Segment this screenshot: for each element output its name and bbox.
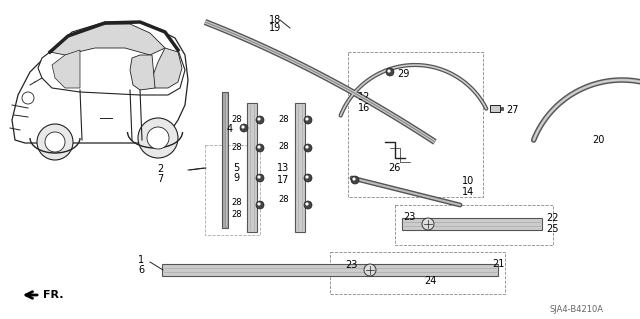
Text: 28: 28 (278, 115, 289, 124)
Polygon shape (247, 103, 257, 232)
Text: 22: 22 (546, 213, 559, 223)
Text: 18: 18 (269, 15, 281, 25)
Circle shape (305, 117, 308, 121)
Circle shape (304, 116, 312, 124)
Polygon shape (152, 48, 182, 88)
Polygon shape (50, 24, 165, 55)
Text: 28: 28 (231, 210, 242, 219)
Bar (348, 52, 483, 197)
Text: 25: 25 (546, 224, 559, 234)
Circle shape (351, 176, 359, 184)
Text: 23: 23 (404, 212, 416, 222)
Circle shape (256, 116, 264, 124)
Text: 5: 5 (233, 163, 239, 173)
Text: 9: 9 (233, 173, 239, 183)
Circle shape (257, 145, 260, 149)
Text: 2: 2 (157, 164, 163, 174)
Circle shape (305, 202, 308, 206)
Text: 28: 28 (278, 195, 289, 204)
Circle shape (256, 201, 264, 209)
Text: 6: 6 (138, 265, 144, 275)
Text: 24: 24 (424, 276, 436, 286)
Circle shape (387, 70, 390, 73)
Circle shape (304, 174, 312, 182)
Polygon shape (12, 25, 188, 143)
Bar (330, 252, 505, 294)
Polygon shape (52, 50, 80, 88)
Bar (395, 205, 553, 245)
Circle shape (257, 117, 260, 121)
Text: 13: 13 (277, 163, 289, 173)
Text: 28: 28 (231, 143, 242, 152)
Circle shape (241, 125, 244, 129)
Circle shape (240, 124, 248, 132)
Text: 16: 16 (358, 103, 371, 113)
Text: 23: 23 (346, 260, 358, 270)
Circle shape (364, 264, 376, 276)
Circle shape (138, 118, 178, 158)
Circle shape (257, 175, 260, 179)
Text: 4: 4 (227, 124, 233, 134)
Text: 14: 14 (462, 187, 474, 197)
Text: 10: 10 (462, 176, 474, 186)
Circle shape (422, 218, 434, 230)
Polygon shape (402, 218, 542, 230)
Circle shape (256, 174, 264, 182)
Circle shape (257, 202, 260, 206)
Text: 17: 17 (277, 175, 289, 185)
Text: 20: 20 (592, 135, 604, 145)
Polygon shape (490, 105, 500, 112)
Polygon shape (295, 103, 305, 232)
Circle shape (22, 92, 34, 104)
Text: 28: 28 (278, 142, 289, 151)
Circle shape (37, 124, 73, 160)
Text: 12: 12 (358, 92, 371, 102)
Circle shape (305, 145, 308, 149)
Text: 27: 27 (506, 105, 518, 115)
Text: 19: 19 (269, 23, 281, 33)
Text: 21: 21 (492, 259, 504, 269)
Circle shape (45, 132, 65, 152)
Bar (205, 145, 260, 235)
Polygon shape (222, 92, 228, 228)
Polygon shape (130, 55, 155, 90)
Circle shape (386, 68, 394, 76)
Text: 26: 26 (388, 163, 401, 173)
Circle shape (256, 144, 264, 152)
Text: 1: 1 (138, 255, 144, 265)
Circle shape (304, 144, 312, 152)
Circle shape (353, 177, 356, 181)
Circle shape (305, 175, 308, 179)
Text: 28: 28 (231, 115, 242, 124)
Text: SJA4-B4210A: SJA4-B4210A (550, 305, 604, 314)
Circle shape (147, 127, 169, 149)
Text: 29: 29 (397, 69, 410, 79)
Polygon shape (500, 107, 503, 110)
Polygon shape (38, 22, 185, 95)
Circle shape (304, 201, 312, 209)
Text: 7: 7 (157, 174, 163, 184)
Text: FR.: FR. (43, 290, 63, 300)
Polygon shape (162, 264, 498, 276)
Text: 28: 28 (231, 198, 242, 207)
